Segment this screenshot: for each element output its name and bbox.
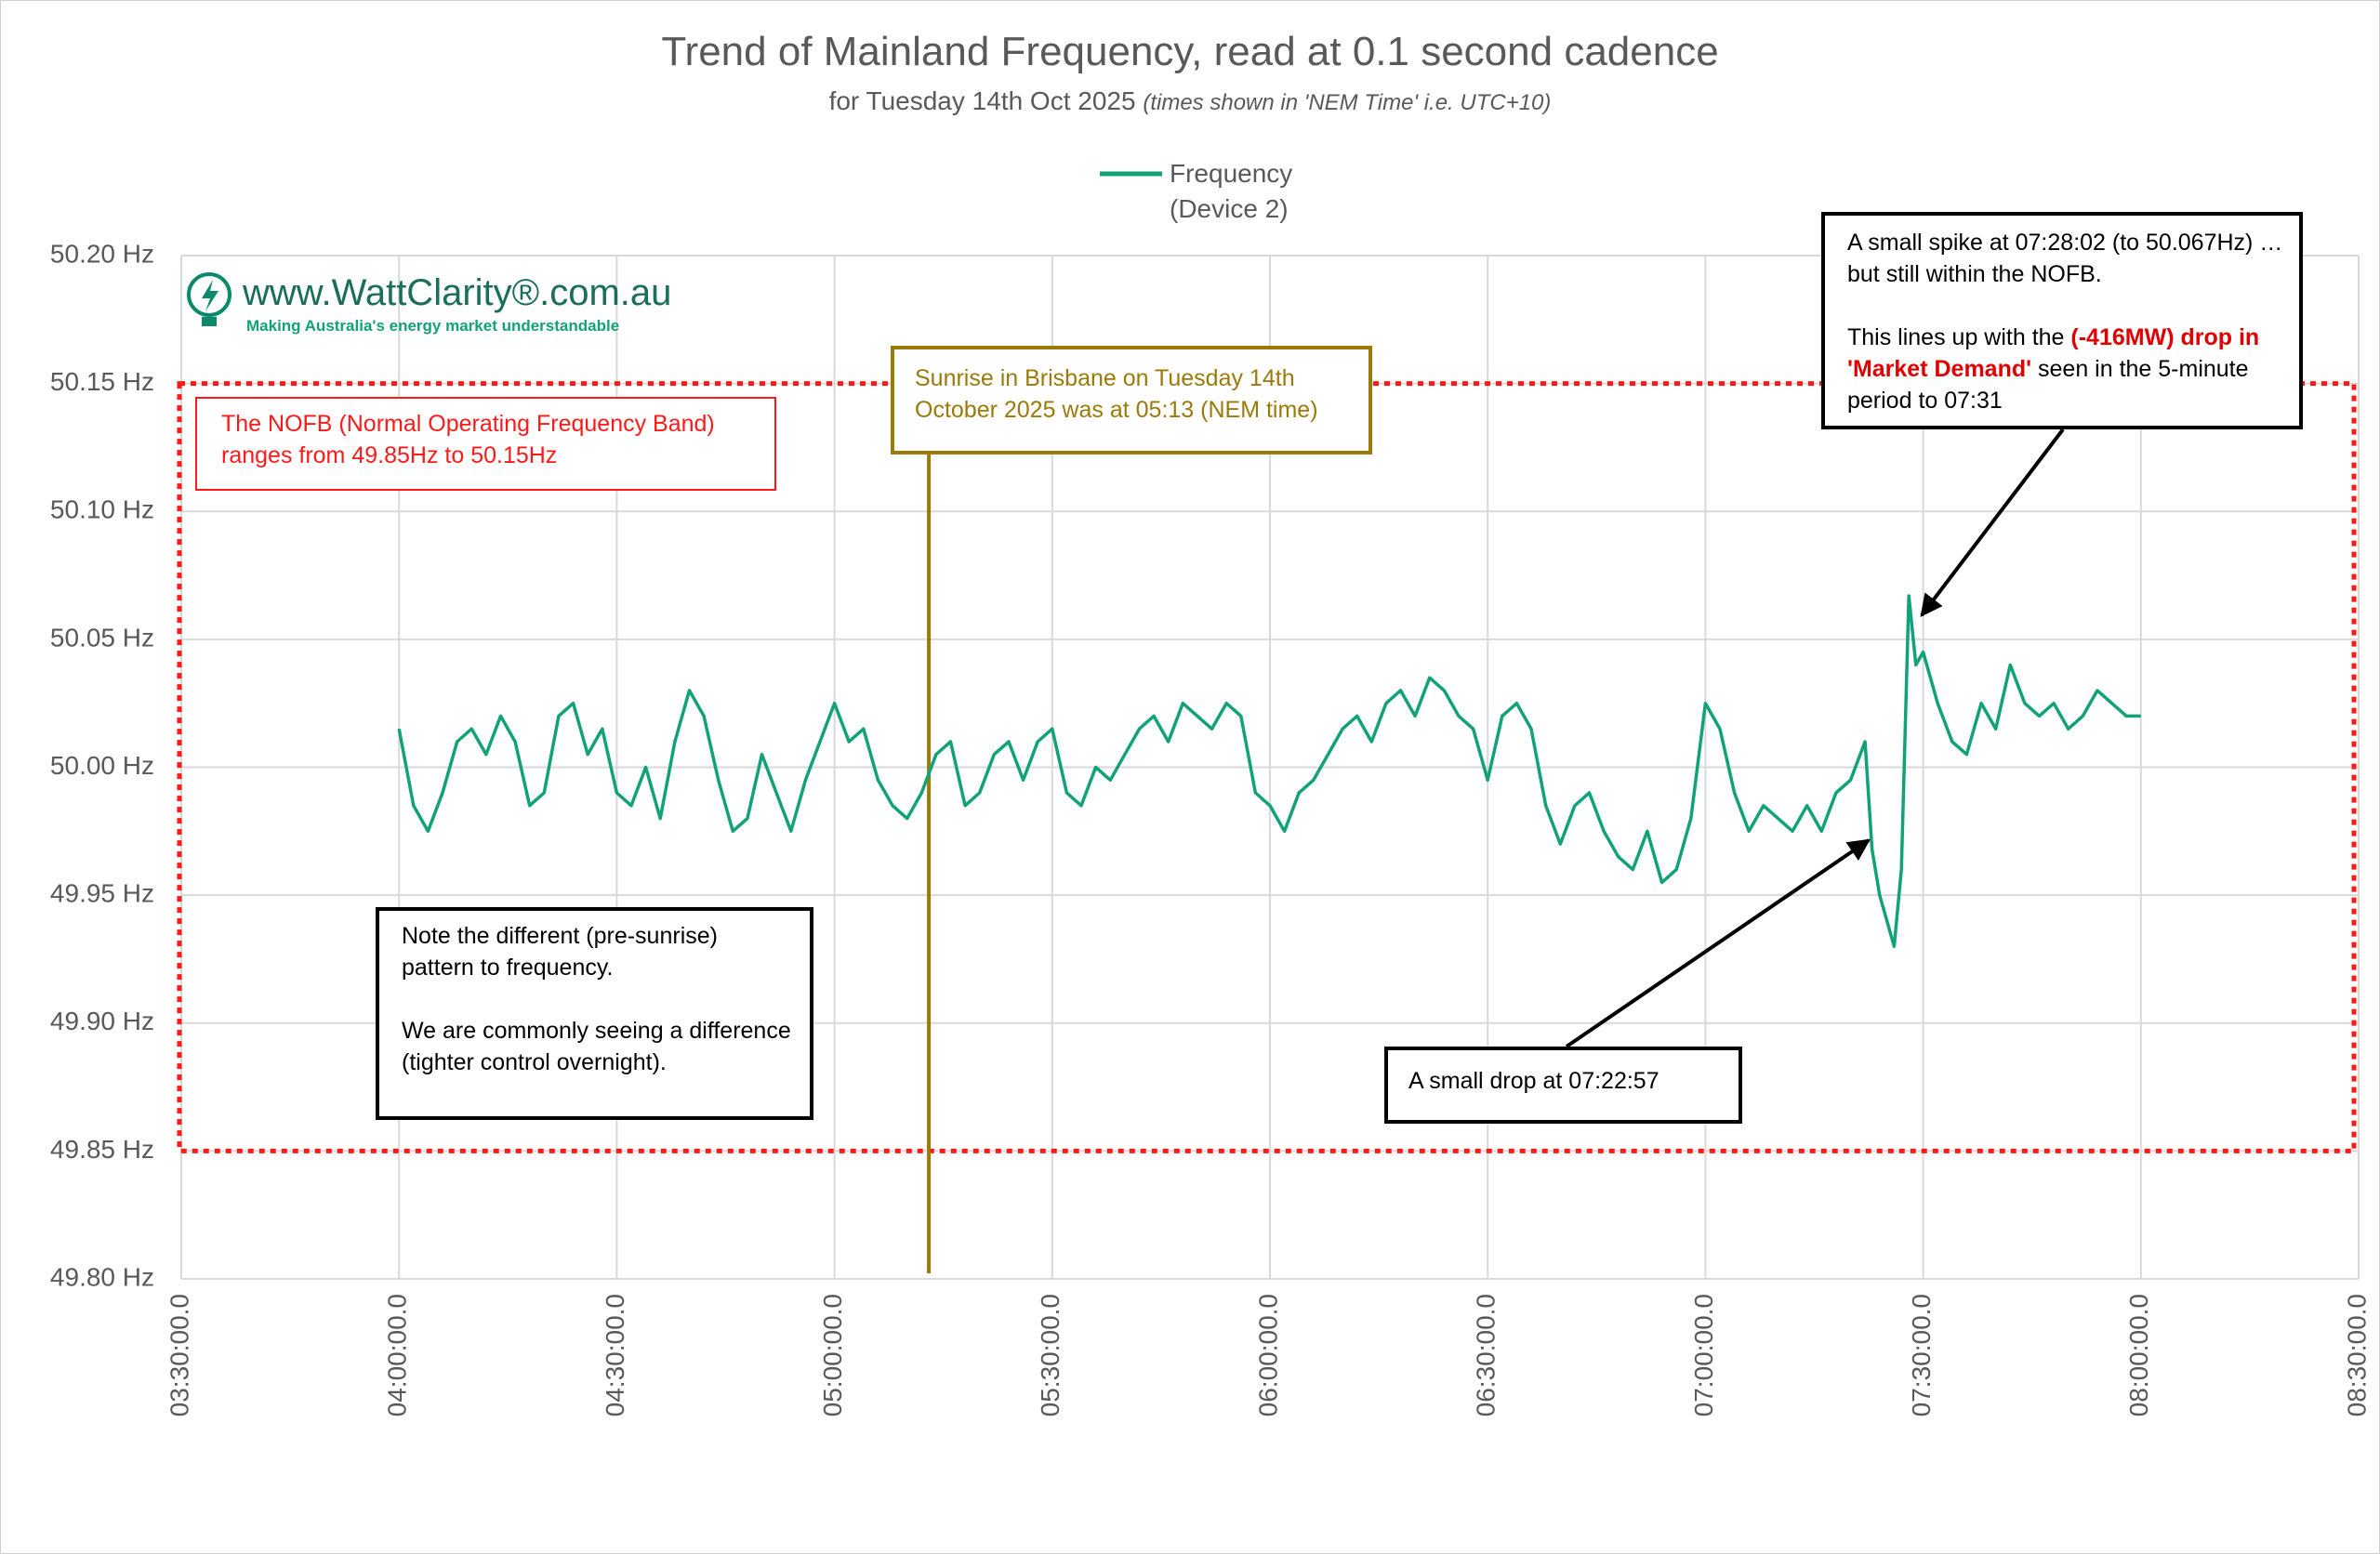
spike-text: (-416MW) drop in [2070, 324, 2260, 350]
spacer [1847, 290, 2277, 322]
x-tick-label: 06:00:00.0 [1253, 1294, 1282, 1416]
title: Trend of Mainland Frequency, read at 0.1… [661, 29, 1719, 74]
y-tick-label: 49.85 Hz [50, 1135, 154, 1164]
spike-text: but still within the NOFB. [1847, 261, 2102, 287]
x-tick-label: 04:00:00.0 [383, 1294, 412, 1416]
spike-text: A small spike at 07:28:02 (to 50.067Hz) … [1847, 230, 2283, 256]
nofb-text: The NOFB (Normal Operating Frequency Ban… [221, 411, 715, 437]
x-tick-label: 03:30:00.0 [165, 1294, 193, 1416]
arrow [1565, 838, 1871, 1048]
sunrise-text: Sunrise in Brisbane on Tuesday 14th [915, 365, 1295, 391]
x-tick-label: 08:00:00.0 [2124, 1294, 2153, 1416]
logo-tagline: Making Australia's energy market underst… [246, 317, 620, 335]
sunrise-box: Sunrise in Brisbane on Tuesday 14th Octob… [891, 346, 1372, 454]
spike-text: This lines up with the [1847, 324, 2071, 350]
y-tick-label: 49.80 Hz [50, 1262, 154, 1291]
nofb-text: ranges from 49.85Hz to 50.15Hz [221, 442, 558, 468]
x-tick-label: 06:30:00.0 [1472, 1294, 1501, 1416]
legend-label: Frequency (Device 2) [1170, 159, 1293, 223]
pre-sunrise-note: Note the different (pre-sunrise) pattern … [376, 907, 813, 1120]
note-text: We are commonly seeing a difference [402, 1018, 791, 1044]
y-tick-label: 50.00 Hz [50, 751, 154, 780]
drop-note-text: A small drop at 07:22:57 [1408, 1068, 1659, 1094]
x-tick-label: 07:30:00.0 [1907, 1294, 1936, 1416]
y-tick-label: 50.20 Hz [50, 239, 154, 268]
note-text: Note the different (pre-sunrise) [402, 923, 718, 949]
nofb-box: The NOFB (Normal Operating Frequency Ban… [195, 397, 776, 491]
y-tick-label: 50.10 Hz [50, 495, 154, 524]
logo-icon [187, 272, 231, 326]
spike-line: This lines up with the (-416MW) drop in [1847, 322, 2277, 353]
x-tick-label: 07:00:00.0 [1689, 1294, 1718, 1416]
spacer [402, 983, 787, 1015]
x-tick-label: 08:30:00.0 [2342, 1294, 2371, 1416]
y-tick-label: 50.15 Hz [50, 367, 154, 396]
sunrise-text: October 2025 was at 05:13 (NEM time) [915, 397, 1318, 423]
logo-url: www.WattClarity®.com.au [243, 272, 672, 313]
arrow [1920, 428, 2065, 617]
spike-text: period to 07:31 [1847, 388, 2003, 414]
spike-text: seen in the 5-minute [2031, 356, 2249, 382]
x-tick-label: 04:30:00.0 [601, 1294, 629, 1416]
x-tick-label: 05:30:00.0 [1036, 1294, 1064, 1416]
note-text: (tighter control overnight). [402, 1049, 667, 1075]
subtitle-note: (times shown in 'NEM Time' i.e. UTC+10) [1143, 90, 1552, 115]
x-tick-label: 05:00:00.0 [818, 1294, 847, 1416]
y-tick-label: 50.05 Hz [50, 623, 154, 652]
spike-line: period to 07:31 [1847, 385, 2277, 416]
spike-note: A small spike at 07:28:02 (to 50.067Hz) … [1821, 212, 2303, 429]
y-tick-label: 49.90 Hz [50, 1007, 154, 1035]
subtitle-block: for Tuesday 14th Oct 2025 (times shown i… [1, 86, 2379, 116]
drop-note: A small drop at 07:22:57 [1384, 1047, 1742, 1124]
series-line [397, 594, 2141, 948]
spike-text: 'Market Demand' [1847, 356, 2032, 382]
subtitle: for Tuesday 14th Oct 2025 [828, 86, 1136, 115]
spike-line: 'Market Demand' seen in the 5-minute [1847, 353, 2277, 385]
note-text: pattern to frequency. [402, 955, 614, 981]
y-tick-label: 49.95 Hz [50, 879, 154, 908]
